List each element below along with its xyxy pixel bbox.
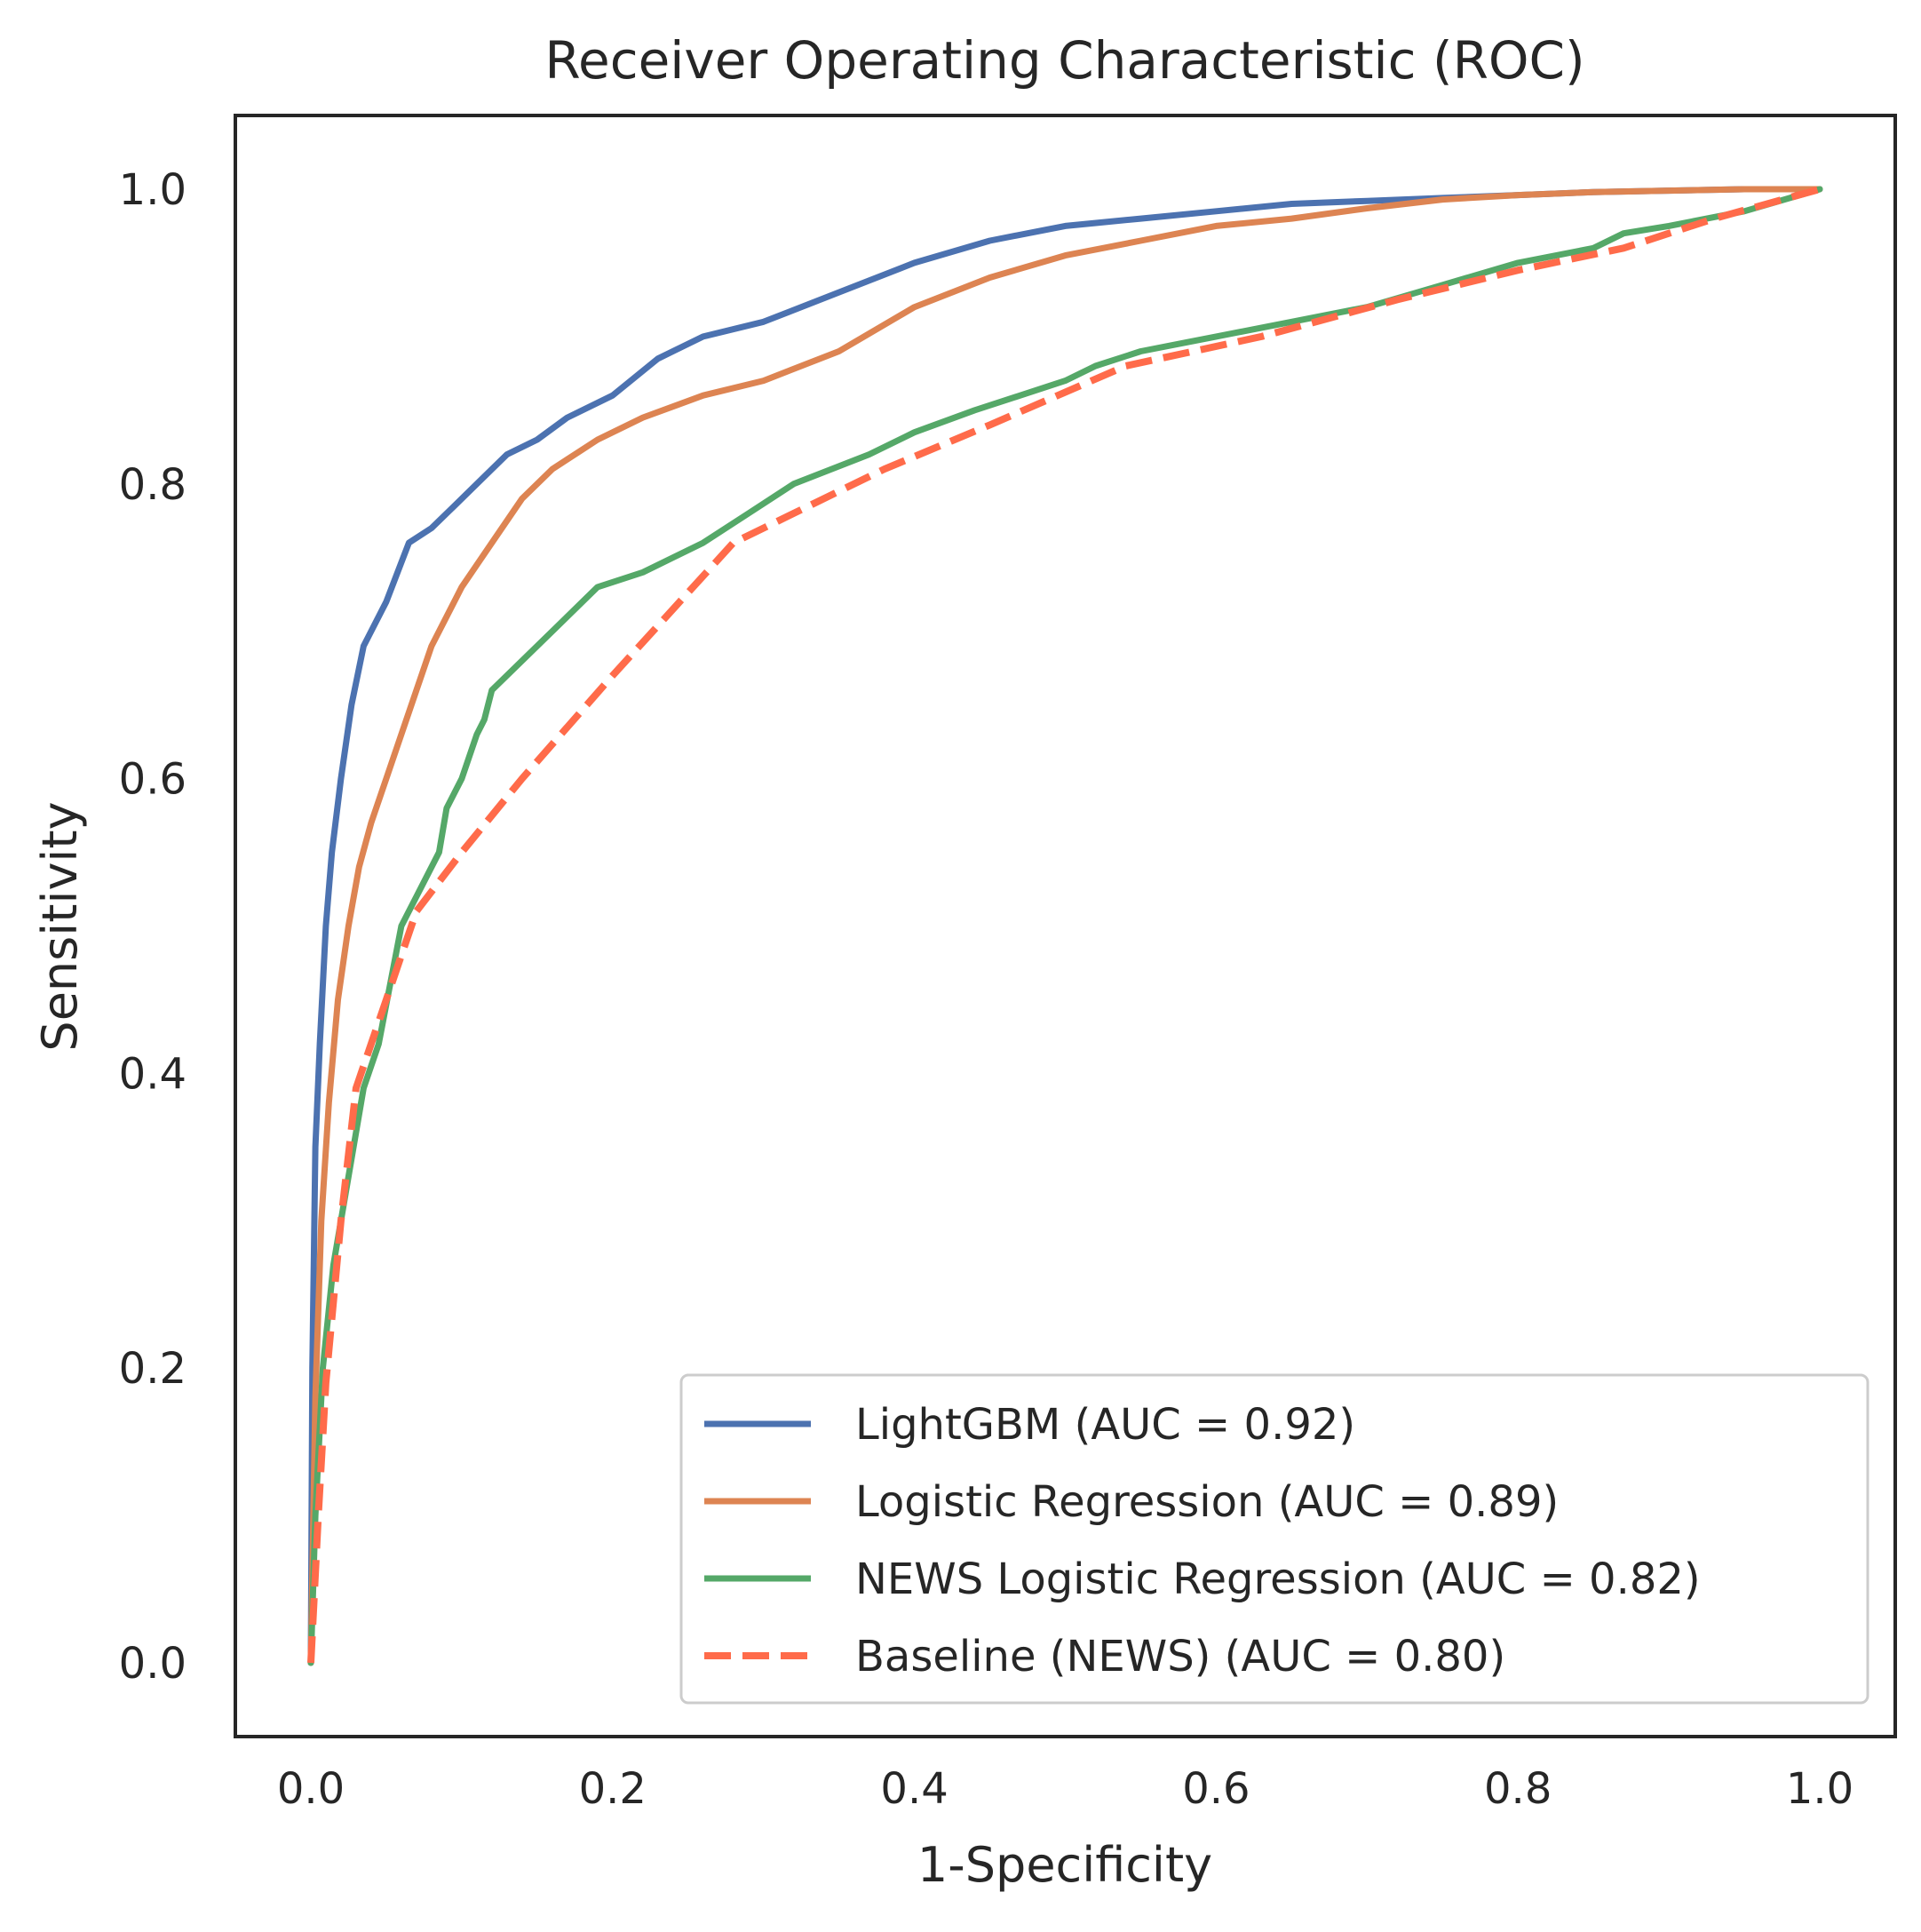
series-line-2 — [307, 186, 1823, 1666]
x-tick-label: 1.0 — [1786, 1764, 1854, 1814]
plot-frame — [234, 114, 1897, 1738]
x-tick-label: 0.4 — [880, 1764, 948, 1814]
legend: LightGBM (AUC = 0.92) Logistic Regression… — [679, 1373, 1869, 1705]
legend-label-2: Logistic Regression (AUC = 0.89) — [855, 1477, 1559, 1527]
y-tick-label: 0.4 — [119, 1049, 187, 1099]
x-axis-title: 1-Specificity — [917, 1837, 1212, 1893]
legend-label-4: Baseline (NEWS) (AUC = 0.80) — [855, 1632, 1505, 1682]
y-tick-label: 0.2 — [119, 1344, 187, 1394]
series-line-4 — [307, 186, 1822, 1664]
y-tick-label: 0.8 — [119, 460, 187, 510]
y-tick-label: 0.6 — [119, 755, 187, 805]
y-axis-ticks: 0.0 0.2 0.4 0.6 0.8 1.0 — [119, 165, 187, 1689]
x-axis-ticks: 0.0 0.2 0.4 0.6 0.8 1.0 — [277, 1764, 1854, 1814]
curves-layer — [307, 186, 1823, 1666]
y-tick-label: 1.0 — [119, 165, 187, 215]
x-tick-label: 0.0 — [277, 1764, 345, 1814]
x-tick-label: 0.6 — [1182, 1764, 1250, 1814]
legend-label-1: LightGBM (AUC = 0.92) — [855, 1400, 1355, 1450]
x-tick-label: 0.8 — [1484, 1764, 1552, 1814]
x-tick-label: 0.2 — [579, 1764, 647, 1814]
chart-title: Receiver Operating Characteristic (ROC) — [544, 30, 1584, 91]
y-tick-label: 0.0 — [119, 1639, 187, 1689]
legend-box — [679, 1373, 1869, 1705]
series-line-1 — [307, 186, 1823, 1666]
y-axis-title: Sensitivity — [32, 801, 88, 1051]
legend-label-3: NEWS Logistic Regression (AUC = 0.82) — [855, 1554, 1701, 1604]
